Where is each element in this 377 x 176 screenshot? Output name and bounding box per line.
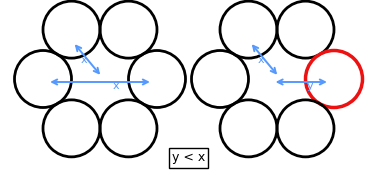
FancyArrowPatch shape <box>52 80 148 84</box>
Text: x: x <box>112 81 119 91</box>
FancyArrowPatch shape <box>278 80 325 84</box>
FancyArrowPatch shape <box>76 46 99 73</box>
Text: y < x: y < x <box>172 152 205 165</box>
Text: y: y <box>307 81 313 91</box>
Text: x: x <box>258 55 265 65</box>
FancyArrowPatch shape <box>253 46 276 73</box>
Text: x: x <box>81 55 87 65</box>
